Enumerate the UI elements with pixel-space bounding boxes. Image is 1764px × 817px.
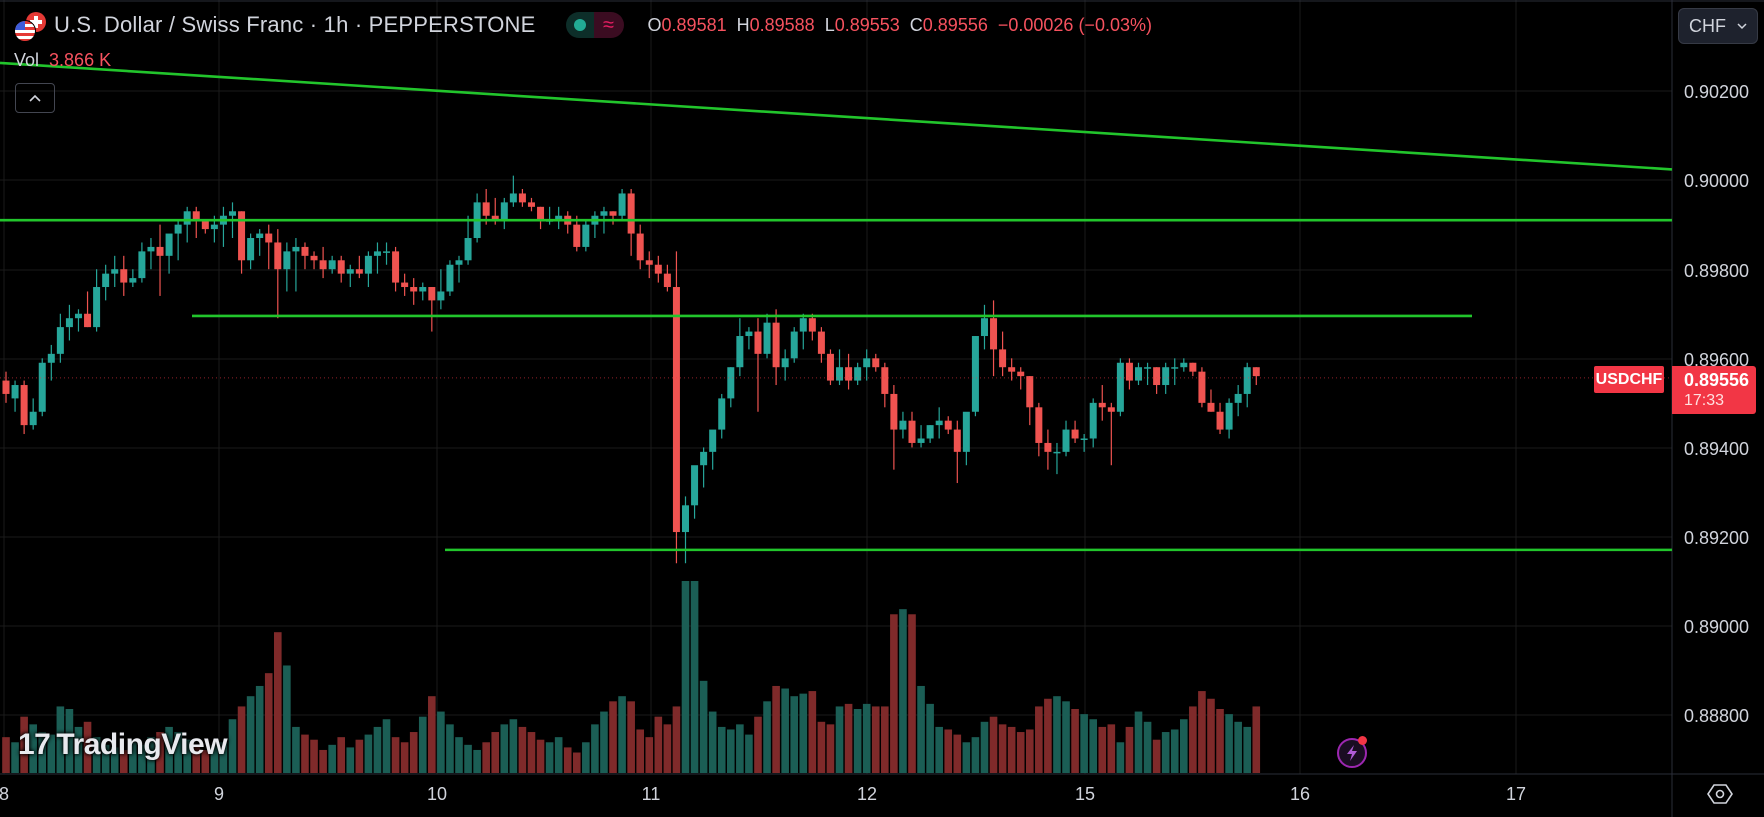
price-tick: 0.89400	[1684, 439, 1750, 459]
time-tick: 8	[0, 784, 10, 804]
high-label: H	[736, 14, 750, 35]
low-label: L	[824, 14, 835, 35]
lightning-alert-icon[interactable]	[1337, 738, 1367, 768]
price-tick: 0.89000	[1684, 617, 1750, 637]
time-tick: 15	[1074, 784, 1096, 804]
settings-hexagon-icon[interactable]	[1705, 779, 1735, 809]
bar-countdown: 17:33	[1684, 392, 1725, 409]
collapse-legend-button[interactable]	[15, 83, 55, 113]
market-status-pill[interactable]: ≈	[565, 12, 624, 38]
market-open-dot-icon	[565, 12, 594, 38]
high-value: 0.89588	[749, 14, 815, 35]
chart-legend: U.S. Dollar / Swiss Franc · 1h · PEPPERS…	[14, 10, 1152, 42]
low-value: 0.89553	[834, 14, 900, 35]
time-tick: 12	[856, 784, 878, 804]
symbol-price-tag: USDCHF	[1594, 366, 1664, 393]
change-value: −0.00026 (−0.03%)	[997, 14, 1152, 35]
price-tick: 0.90000	[1684, 171, 1750, 191]
time-tick: 9	[213, 784, 225, 804]
time-tick: 16	[1289, 784, 1311, 804]
price-tick: 0.89800	[1684, 261, 1750, 281]
currency-value: CHF	[1689, 15, 1726, 36]
us-flag-icon	[14, 20, 36, 42]
currency-selector[interactable]: CHF	[1678, 8, 1758, 44]
tradingview-mark-icon: 17	[18, 728, 51, 761]
time-tick: 10	[426, 784, 448, 804]
last-price-label: 0.89556 17:33	[1672, 366, 1756, 414]
chevron-down-icon	[1737, 23, 1747, 30]
volume-label[interactable]: Vol	[14, 50, 40, 70]
open-label: O	[647, 14, 662, 35]
symbol-title[interactable]: U.S. Dollar / Swiss Franc · 1h · PEPPERS…	[54, 12, 536, 37]
price-tick: 0.89200	[1684, 528, 1750, 548]
tradingview-logo[interactable]: 17 TradingView	[18, 728, 228, 762]
volume-legend: Vol 3.866 K	[14, 50, 111, 71]
price-tick: 0.89600	[1684, 350, 1750, 370]
chevron-up-icon	[29, 94, 41, 102]
price-tick: 0.90200	[1684, 82, 1750, 102]
close-value: 0.89556	[922, 14, 988, 35]
open-value: 0.89581	[661, 14, 727, 35]
delayed-data-icon: ≈	[593, 12, 624, 38]
notification-dot	[1358, 736, 1367, 745]
time-tick: 17	[1505, 784, 1527, 804]
time-tick: 11	[641, 784, 661, 804]
last-price-value: 0.89556	[1684, 370, 1750, 390]
volume-value: 3.866 K	[49, 50, 112, 70]
close-label: C	[909, 14, 923, 35]
price-tick: 0.88800	[1684, 706, 1750, 726]
symbol-flags	[14, 10, 46, 42]
ohlc-values: O0.89581 H0.89588 L0.89553 C0.89556 −0.0…	[648, 15, 1152, 36]
tradingview-wordmark: TradingView	[56, 728, 228, 761]
